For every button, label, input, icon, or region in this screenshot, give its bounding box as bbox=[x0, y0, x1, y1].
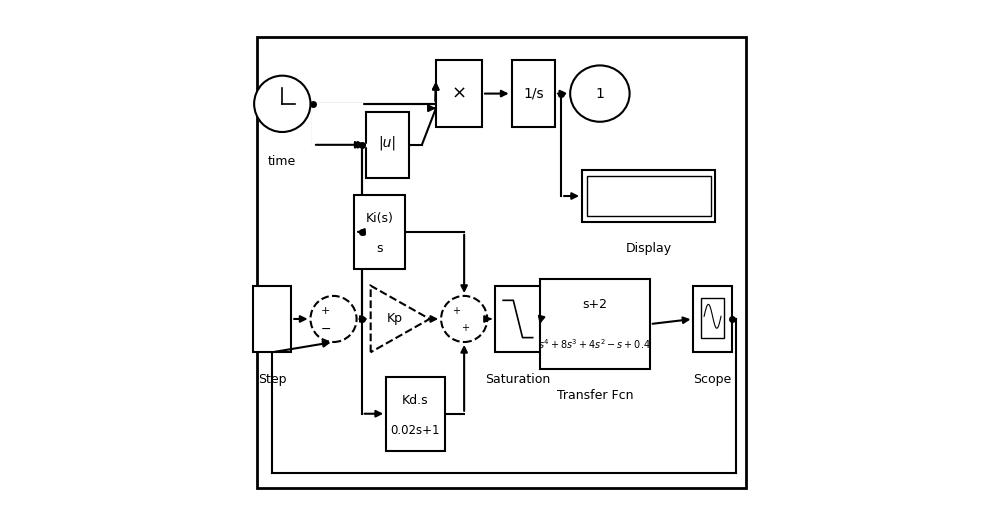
Text: Scope: Scope bbox=[693, 373, 732, 386]
Text: s+2: s+2 bbox=[582, 298, 607, 311]
Text: +: + bbox=[461, 323, 469, 333]
Polygon shape bbox=[371, 286, 430, 352]
FancyBboxPatch shape bbox=[436, 60, 482, 127]
Text: Kd.s: Kd.s bbox=[402, 394, 429, 407]
FancyBboxPatch shape bbox=[582, 170, 715, 221]
Text: time: time bbox=[268, 155, 296, 168]
Text: Ki(s): Ki(s) bbox=[366, 212, 394, 225]
Text: −: − bbox=[320, 323, 331, 336]
Ellipse shape bbox=[570, 65, 630, 122]
Text: +: + bbox=[452, 306, 460, 316]
FancyBboxPatch shape bbox=[587, 176, 711, 216]
FancyBboxPatch shape bbox=[253, 286, 291, 352]
Text: 0.02s+1: 0.02s+1 bbox=[391, 423, 440, 437]
Text: 1/s: 1/s bbox=[523, 87, 544, 100]
Text: +: + bbox=[321, 306, 330, 316]
Circle shape bbox=[254, 76, 310, 132]
FancyBboxPatch shape bbox=[386, 376, 445, 451]
Circle shape bbox=[310, 296, 357, 342]
Text: |u|: |u| bbox=[378, 135, 396, 149]
FancyBboxPatch shape bbox=[512, 60, 555, 127]
Text: Transfer Fcn: Transfer Fcn bbox=[557, 389, 633, 402]
FancyBboxPatch shape bbox=[540, 279, 650, 369]
Text: $s^4+8s^3+4s^2-s+0.4$: $s^4+8s^3+4s^2-s+0.4$ bbox=[538, 337, 651, 351]
Circle shape bbox=[441, 296, 487, 342]
FancyBboxPatch shape bbox=[366, 112, 409, 178]
FancyBboxPatch shape bbox=[354, 195, 405, 269]
Text: Display: Display bbox=[625, 242, 672, 255]
Text: Step: Step bbox=[258, 373, 286, 386]
Text: Saturation: Saturation bbox=[485, 373, 551, 386]
Text: ×: × bbox=[451, 84, 467, 102]
Text: 1: 1 bbox=[595, 87, 604, 100]
Text: s: s bbox=[376, 242, 383, 255]
FancyBboxPatch shape bbox=[495, 286, 541, 352]
FancyBboxPatch shape bbox=[701, 298, 724, 338]
Text: Kp: Kp bbox=[387, 313, 403, 325]
FancyBboxPatch shape bbox=[693, 286, 732, 352]
